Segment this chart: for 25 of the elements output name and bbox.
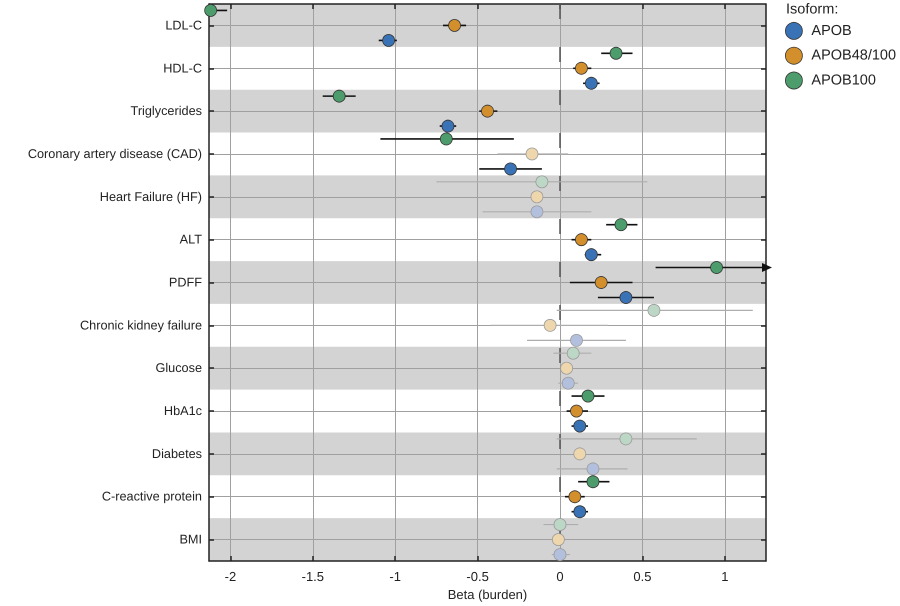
y-tick-label: ALT — [180, 232, 202, 247]
y-tick-label: Glucose — [155, 361, 202, 376]
y-tick-label: HbA1c — [164, 404, 203, 418]
x-tick-label: -1.5 — [302, 569, 324, 584]
legend-label: APOB — [811, 22, 852, 39]
x-tick-label: -1 — [389, 569, 401, 584]
y-tick-label: LDL-C — [165, 18, 202, 32]
legend-label: APOB100 — [811, 72, 876, 88]
x-tick-label: 0.5 — [633, 569, 652, 584]
y-tick-label: Chronic kidney failure — [80, 318, 202, 332]
y-tick-label: Diabetes — [152, 446, 202, 461]
x-axis-title: Beta (burden) — [448, 587, 528, 602]
x-tick-label: 0 — [556, 569, 564, 584]
legend-label: APOB48/100 — [811, 48, 896, 64]
y-tick-label: Triglycerides — [130, 104, 202, 118]
x-tick-label: -0.5 — [466, 569, 489, 584]
x-tick-label: -2 — [224, 569, 236, 584]
y-tick-label: PDFF — [168, 276, 202, 290]
y-tick-label: C-reactive protein — [102, 490, 202, 504]
y-tick-label: HDL-C — [163, 61, 202, 76]
legend-title: Isoform: — [786, 2, 838, 18]
y-tick-label: BMI — [179, 532, 202, 547]
y-tick-label: Heart Failure (HF) — [100, 190, 202, 204]
x-tick-label: 1 — [721, 569, 728, 584]
y-tick-label: Coronary artery disease (CAD) — [28, 146, 202, 161]
